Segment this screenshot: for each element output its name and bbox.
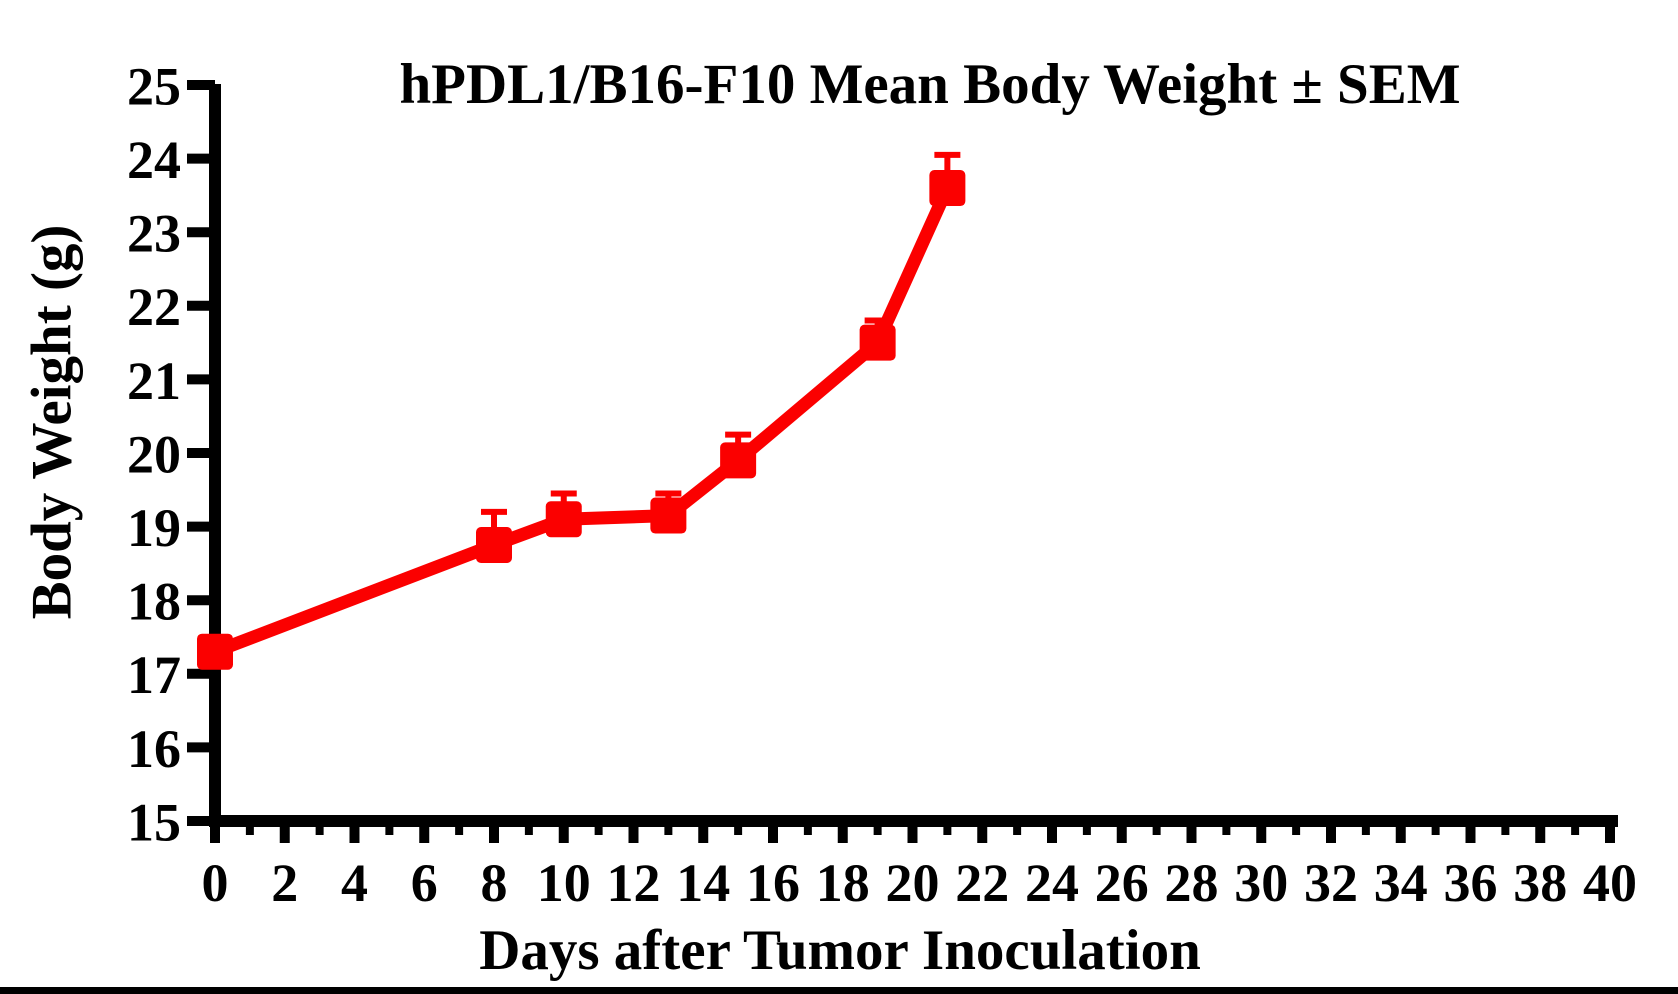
x-tick-label: 16 — [746, 853, 800, 913]
y-axis-ticks: 15 16 17 18 19 20 21 22 23 24 25 — [127, 56, 215, 852]
x-tick-label: 0 — [202, 853, 229, 913]
y-tick-label: 18 — [127, 572, 181, 632]
x-tick-label: 32 — [1304, 853, 1358, 913]
y-tick-label: 22 — [127, 277, 181, 337]
data-point-marker — [929, 170, 966, 207]
x-tick-label: 22 — [955, 853, 1009, 913]
data-point-marker — [859, 324, 896, 361]
x-tick-label: 12 — [607, 853, 661, 913]
x-tick-label: 28 — [1165, 853, 1219, 913]
x-tick-label: 38 — [1513, 853, 1567, 913]
x-tick-label: 40 — [1583, 853, 1637, 913]
data-point-marker — [197, 633, 233, 670]
x-tick-label: 34 — [1374, 853, 1428, 913]
data-series — [212, 185, 954, 658]
y-tick-label: 21 — [127, 351, 181, 411]
bottom-border-bar — [0, 987, 1678, 994]
x-tick-label: 24 — [1025, 853, 1079, 913]
x-tick-label: 20 — [886, 853, 940, 913]
x-tick-label: 8 — [481, 853, 508, 913]
x-tick-label: 14 — [676, 853, 730, 913]
x-tick-label: 30 — [1234, 853, 1288, 913]
y-tick-label: 19 — [127, 498, 181, 558]
x-tick-label: 10 — [537, 853, 591, 913]
axes — [209, 84, 1618, 827]
y-tick-label: 20 — [127, 424, 181, 484]
x-tick-label: 6 — [411, 853, 438, 913]
y-tick-label: 17 — [127, 645, 181, 705]
x-tick-label: 18 — [816, 853, 870, 913]
x-tick-label: 26 — [1095, 853, 1149, 913]
data-point-marker — [650, 497, 687, 534]
x-axis-ticks: 0 2 4 6 8 10 12 14 16 18 20 22 24 26 28 30 32 34 36 38 40 — [202, 821, 1637, 913]
y-axis-label: Body Weight (g) — [20, 224, 84, 620]
data-point-marker — [720, 442, 757, 479]
markers — [197, 170, 966, 670]
data-point-marker — [545, 501, 582, 538]
data-point-marker — [476, 527, 512, 563]
y-tick-label: 23 — [127, 204, 181, 264]
x-axis-label: Days after Tumor Inoculation — [479, 919, 1201, 982]
series-line — [212, 185, 954, 658]
x-tick-label: 2 — [271, 853, 298, 913]
y-tick-label: 16 — [127, 719, 181, 779]
y-tick-label: 15 — [127, 792, 181, 852]
chart-title: hPDL1/B16-F10 Mean Body Weight ± SEM — [399, 53, 1461, 116]
y-tick-label: 24 — [127, 130, 181, 190]
x-tick-label: 36 — [1444, 853, 1498, 913]
x-tick-label: 4 — [341, 853, 368, 913]
y-tick-label: 25 — [127, 56, 181, 116]
